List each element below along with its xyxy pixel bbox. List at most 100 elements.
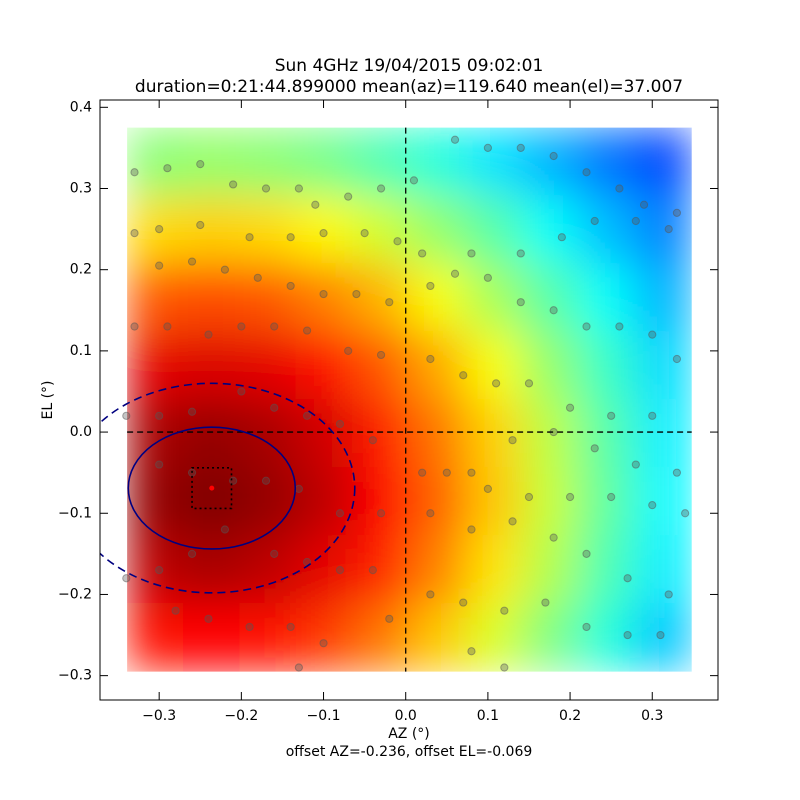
- heatmap-cell: [239, 263, 297, 333]
- heatmap-cell: [521, 467, 580, 537]
- scatter-point: [524, 379, 534, 388]
- scatter-point: [524, 492, 534, 502]
- scatter-point: [270, 549, 279, 558]
- heatmap-cell: [295, 399, 354, 469]
- scatter-point: [163, 322, 172, 331]
- scatter-point: [155, 261, 164, 270]
- scatter-point: [508, 436, 517, 445]
- heatmap-cell: [634, 263, 692, 333]
- scatter-point: [426, 590, 435, 599]
- scatter-point: [335, 509, 345, 518]
- scatter-point: [615, 184, 624, 193]
- heatmap-cell: [408, 331, 467, 401]
- scatter-point: [483, 484, 492, 494]
- scatter-point: [220, 265, 230, 274]
- y-tick-label: 0.0: [70, 424, 92, 440]
- heatmap-cell: [295, 603, 354, 672]
- scatter-point: [229, 476, 238, 485]
- heatmap-cell: [183, 603, 241, 672]
- scatter-point: [344, 346, 353, 355]
- heatmap-cell: [521, 535, 580, 605]
- scatter-point: [409, 176, 419, 185]
- scatter-point: [360, 229, 369, 238]
- heatmap-cell: [352, 399, 410, 469]
- heatmap-cell: [295, 331, 354, 401]
- beam-ellipse: [100, 382, 356, 594]
- scatter-point: [368, 565, 377, 575]
- heatmap-cell: [465, 535, 523, 605]
- plot-overlay: [100, 127, 692, 672]
- scatter-point: [393, 237, 402, 246]
- scatter-point: [302, 411, 312, 420]
- scatter-point: [237, 387, 246, 396]
- scatter-point: [500, 663, 509, 672]
- scatter-point: [376, 509, 386, 518]
- scatter-point: [352, 289, 361, 299]
- scatter-point: [187, 257, 197, 266]
- scatter-point: [261, 184, 271, 193]
- heatmap-cell: [352, 603, 410, 672]
- heatmap-cell: [578, 331, 636, 401]
- scatter-point: [187, 407, 197, 416]
- scatter-point: [253, 273, 262, 282]
- heatmap-cell: [127, 467, 185, 537]
- scatter-point: [426, 354, 435, 364]
- heatmap-cell: [295, 467, 354, 537]
- scatter-point: [376, 184, 386, 193]
- scatter-point: [483, 143, 492, 153]
- heatmap-cell: [239, 195, 297, 265]
- scatter-point: [294, 184, 303, 193]
- scatter-point: [294, 663, 303, 672]
- scatter-point: [672, 354, 682, 364]
- x-tick-label: −0.2: [224, 708, 258, 724]
- heatmap-cell: [465, 467, 523, 537]
- heatmap-cell: [127, 127, 185, 197]
- scatter-point: [450, 135, 460, 144]
- heatmap-cell: [465, 399, 523, 469]
- heatmap-cell: [634, 195, 692, 265]
- heatmap-cell: [634, 331, 692, 401]
- y-tick-label: 0.4: [70, 99, 92, 115]
- scatter-point: [467, 525, 476, 534]
- heatmap-cell: [183, 127, 241, 197]
- heatmap-cell: [634, 467, 692, 537]
- heatmap-cell: [408, 195, 467, 265]
- scatter-point: [385, 298, 394, 307]
- scatter-point: [220, 525, 230, 534]
- scatter-point: [549, 306, 558, 315]
- heatmap-cell: [183, 535, 241, 605]
- heatmap-cell: [465, 127, 523, 197]
- heatmap-cell: [465, 331, 523, 401]
- x-tick-label: 0.0: [395, 708, 417, 724]
- scatter-point: [368, 436, 377, 445]
- scatter-point: [623, 574, 632, 583]
- scatter-point: [672, 208, 682, 217]
- scatter-point: [631, 460, 640, 469]
- scatter-point: [607, 411, 616, 420]
- heatmap-cell: [183, 263, 241, 333]
- scatter-point: [418, 468, 427, 477]
- scatter-point: [286, 281, 295, 291]
- scatter-point: [681, 509, 690, 518]
- y-tick-label: 0.3: [70, 180, 92, 196]
- chart-subtitle: duration=0:21:44.899000 mean(az)=119.640…: [135, 77, 683, 97]
- scatter-point: [311, 200, 320, 209]
- heatmap-cell: [352, 535, 410, 605]
- heatmap-cell: [465, 263, 523, 333]
- heatmap-cell: [521, 331, 580, 401]
- heatmap-cell: [634, 127, 692, 197]
- scatter-point: [656, 630, 665, 640]
- scatter-point: [459, 598, 468, 607]
- scatter-point: [459, 371, 468, 380]
- heatmap-cell: [408, 127, 467, 197]
- heatmap-cell: [295, 535, 354, 605]
- scatter-point: [516, 143, 525, 153]
- scatter-point: [376, 350, 386, 360]
- scatter-point: [565, 403, 575, 412]
- scatter-point: [335, 419, 345, 429]
- scatter-point: [155, 565, 164, 575]
- scatter-point: [237, 322, 246, 331]
- heatmap-cell: [408, 399, 467, 469]
- heatmap-cell: [183, 331, 241, 401]
- scatter-point: [664, 590, 673, 599]
